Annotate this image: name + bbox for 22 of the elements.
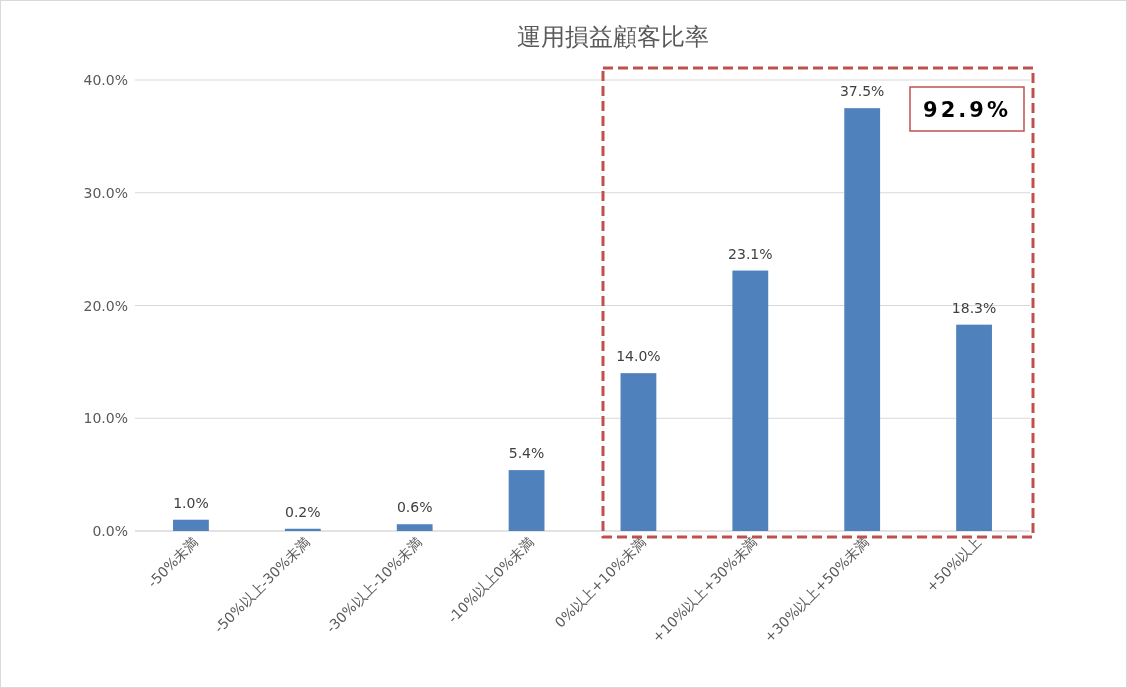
bar [620, 373, 657, 531]
data-label: 1.0% [173, 494, 209, 511]
data-label: 18.3% [951, 299, 997, 316]
data-label: 37.5% [839, 83, 885, 100]
y-tick-label: 40.0% [83, 72, 128, 88]
bar [396, 524, 433, 531]
y-tick-label: 10.0% [83, 410, 128, 427]
chart-title: 運用損益顧客比率 [516, 23, 709, 51]
bar [732, 270, 769, 531]
bar [508, 470, 545, 531]
data-label: 0.2% [285, 503, 321, 520]
bar [956, 324, 992, 531]
data-label: 5.4% [508, 445, 545, 462]
data-label: 23.1% [728, 245, 773, 262]
annotation: 92.9% [923, 98, 1011, 122]
data-label: 14.0% [616, 348, 661, 365]
y-tick-label: 0.0% [92, 523, 128, 539]
y-tick-label: 30.0% [83, 184, 128, 201]
data-label: 0.6% [396, 499, 433, 516]
y-tick-label: 20.0% [83, 297, 128, 314]
bar [844, 108, 881, 531]
bar [173, 519, 209, 531]
